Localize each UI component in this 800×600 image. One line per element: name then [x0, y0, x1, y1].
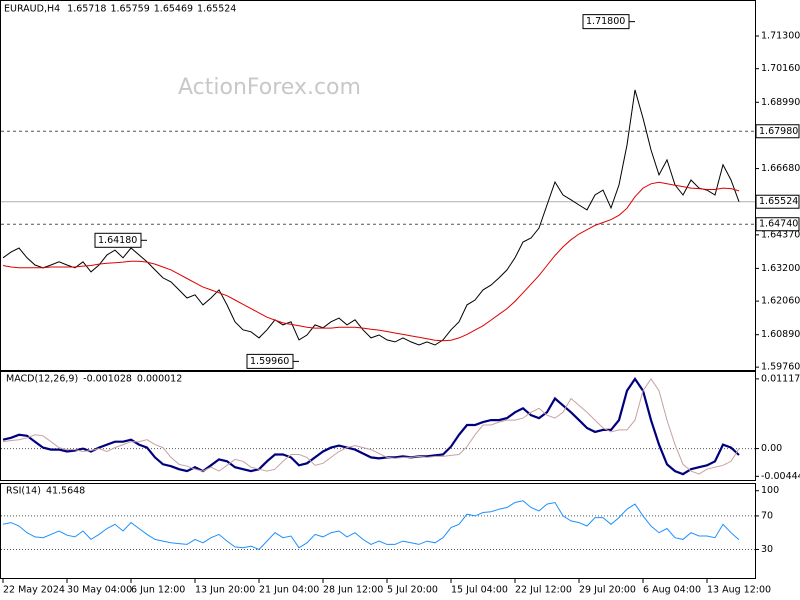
annotation-box — [94, 232, 142, 248]
y-tick-label: 1.62060 — [761, 296, 800, 307]
x-tick-label: 13 Aug 12:00 — [707, 585, 771, 596]
y-tick-label: 1.68990 — [761, 97, 800, 108]
x-tick-label: 13 Jun 20:00 — [195, 585, 255, 596]
x-tick-label: 22 May 2024 — [3, 585, 65, 596]
annotation-box — [246, 353, 294, 369]
y-tick-label: 0.011176 — [761, 373, 800, 384]
x-tick-label: 15 Jul 04:00 — [451, 585, 508, 596]
y-tick-label: 1.60890 — [761, 329, 800, 340]
y-tick-label: 100 — [761, 485, 779, 496]
ohlc-value: 1.65524 — [197, 4, 236, 15]
indicator-reading: -0.001028 — [83, 374, 132, 385]
chart-title: EURAUD,H4 — [4, 4, 60, 15]
level-label: 1.67980 — [759, 126, 798, 137]
macd-panel — [0, 371, 756, 481]
y-tick-label: 30 — [761, 544, 773, 555]
y-tick-label: 1.63200 — [761, 263, 800, 274]
y-tick-label: 1.70160 — [761, 63, 800, 74]
indicator-reading: 0.000012 — [137, 374, 182, 385]
y-tick-label: 1.71300 — [761, 30, 800, 41]
indicator-title: MACD(12,26,9) — [6, 374, 78, 385]
indicator-line — [2, 376, 740, 476]
indicator-line — [2, 500, 740, 551]
x-tick-label: 22 Jul 12:00 — [515, 585, 572, 596]
ohlc-value: 1.65469 — [154, 4, 193, 15]
level-label: 1.64740 — [759, 219, 798, 230]
y-tick-label: -0.004449 — [761, 471, 800, 482]
indicator-title: RSI(14) — [6, 486, 41, 497]
x-tick-label: 6 Jun 12:00 — [131, 585, 185, 596]
main-panel — [0, 0, 756, 371]
x-tick-label: 29 Jul 20:00 — [579, 585, 636, 596]
ohlc-value: 1.65759 — [110, 4, 149, 15]
level-label-box — [755, 217, 800, 232]
indicator-line — [2, 181, 740, 342]
indicator-line — [2, 378, 740, 475]
x-tick-label: 5 Jul 20:00 — [387, 585, 438, 596]
x-tick-label: 21 Jun 04:00 — [259, 585, 319, 596]
annotation-label: 1.64180 — [98, 235, 137, 246]
y-tick-label: 0.00 — [761, 443, 782, 454]
rsi-panel — [0, 483, 756, 579]
annotation-box — [582, 14, 630, 30]
price-line — [2, 89, 740, 346]
ohlc-value: 1.65718 — [67, 4, 106, 15]
x-tick-label: 30 May 04:00 — [67, 585, 132, 596]
y-tick-label: 1.59760 — [761, 362, 800, 373]
level-label-box — [755, 194, 800, 209]
annotation-label: 1.59960 — [250, 356, 289, 367]
annotation-label: 1.71800 — [586, 16, 625, 27]
x-tick-label: 6 Aug 04:00 — [643, 585, 701, 596]
y-tick-label: 1.66680 — [761, 163, 800, 174]
indicator-reading: 41.5648 — [46, 486, 85, 497]
level-label-box — [755, 124, 800, 139]
watermark: ActionForex.com — [178, 75, 361, 100]
level-label: 1.65524 — [759, 196, 798, 207]
y-tick-label: 1.64370 — [761, 229, 800, 240]
y-tick-label: 70 — [761, 510, 773, 521]
x-tick-label: 28 Jun 12:00 — [323, 585, 383, 596]
